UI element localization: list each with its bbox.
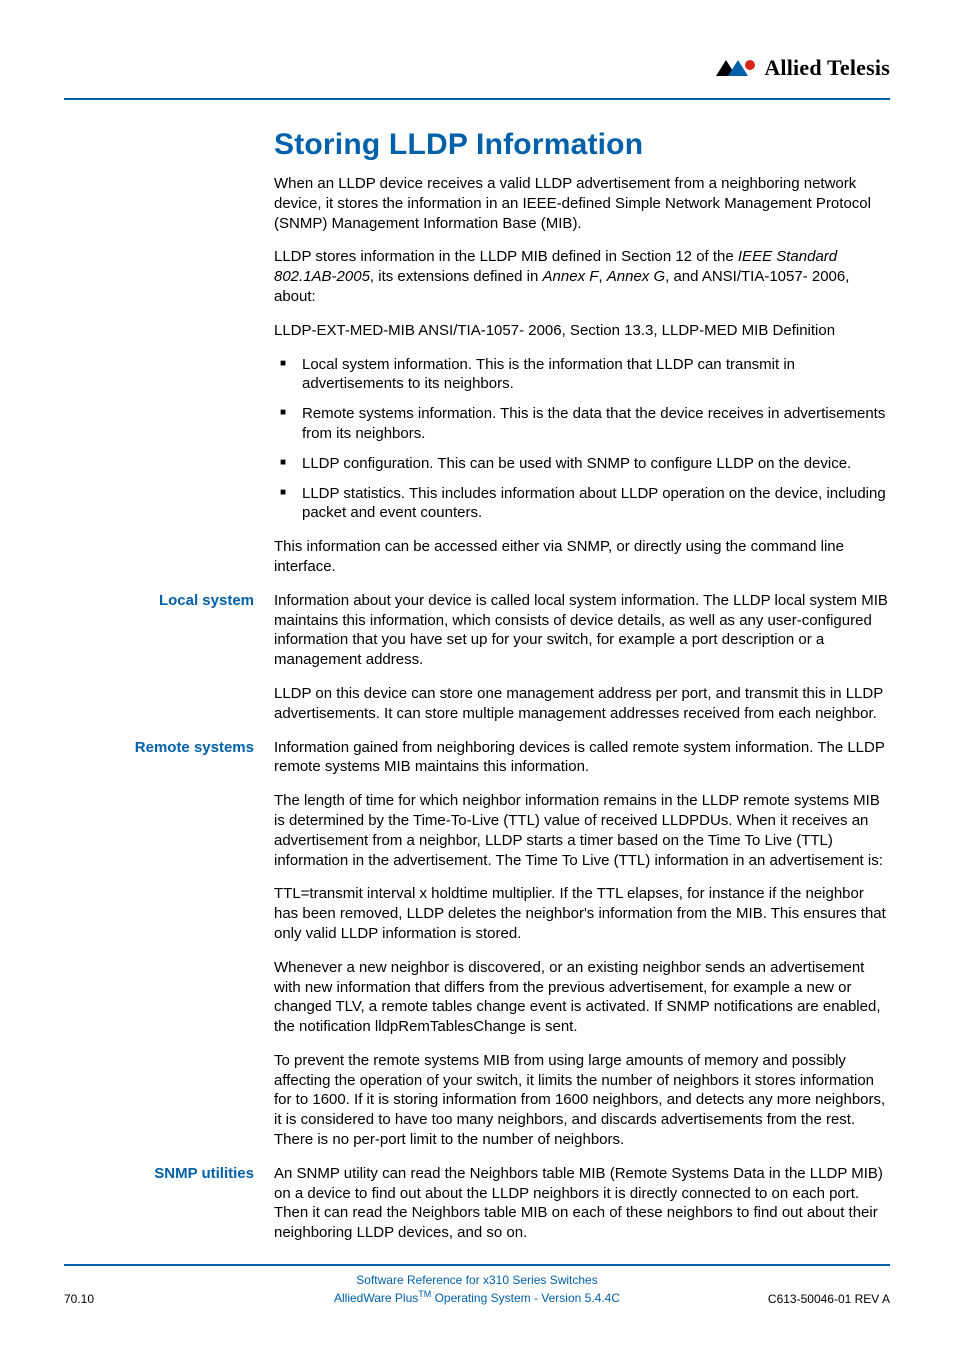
intro-para-1: When an LLDP device receives a valid LLD… [274, 174, 890, 233]
section-label-local: Local system [64, 591, 264, 611]
remote-para-3: TTL=transmit interval x holdtime multipl… [274, 884, 890, 943]
page: Allied Telesis Storing LLDP Information … [0, 0, 954, 1350]
brand-name: Allied Telesis [764, 55, 890, 81]
header-logo-row: Allied Telesis [64, 44, 890, 92]
snmp-para-1: An SNMP utility can read the Neighbors t… [274, 1164, 890, 1243]
bullet-list: Local system information. This is the in… [274, 355, 890, 524]
list-item: LLDP configuration. This can be used wit… [274, 454, 890, 474]
tm-mark: TM [418, 1289, 431, 1299]
remote-para-1: Information gained from neighboring devi… [274, 738, 890, 778]
remote-para-4: Whenever a new neighbor is discovered, o… [274, 958, 890, 1037]
intro-para-3: LLDP-EXT-MED-MIB ANSI/TIA-1057- 2006, Se… [274, 321, 890, 341]
intro-para-2: LLDP stores information in the LLDP MIB … [274, 247, 890, 306]
local-para-2: LLDP on this device can store one manage… [274, 684, 890, 724]
page-footer: 70.10 Software Reference for x310 Series… [64, 1264, 890, 1306]
page-title: Storing LLDP Information [274, 128, 890, 162]
body-column: When an LLDP device receives a valid LLD… [274, 174, 890, 1243]
section-label-remote: Remote systems [64, 738, 264, 758]
footer-version: Operating System - Version 5.4.4C [431, 1291, 620, 1305]
run: , [598, 268, 606, 285]
after-bullets-para: This information can be accessed either … [274, 537, 890, 577]
footer-row: 70.10 Software Reference for x310 Series… [64, 1272, 890, 1306]
run: Annex G [607, 268, 665, 285]
footer-product: AlliedWare Plus [334, 1291, 418, 1305]
list-item: Local system information. This is the in… [274, 355, 890, 395]
section-snmp: SNMP utilities An SNMP utility can read … [274, 1164, 890, 1243]
run: LLDP stores information in the LLDP MIB … [274, 248, 738, 265]
footer-line-1: Software Reference for x310 Series Switc… [224, 1272, 730, 1288]
list-item: LLDP statistics. This includes informati… [274, 484, 890, 524]
list-item: Remote systems information. This is the … [274, 404, 890, 444]
footer-line-2: AlliedWare PlusTM Operating System - Ver… [224, 1288, 730, 1306]
section-label-snmp: SNMP utilities [64, 1164, 264, 1184]
brand-mark-icon [714, 56, 758, 80]
section-local: Local system Information about your devi… [274, 591, 890, 724]
footer-doc-rev: C613-50046-01 REV A [730, 1292, 890, 1306]
footer-center: Software Reference for x310 Series Switc… [224, 1272, 730, 1306]
remote-para-2: The length of time for which neighbor in… [274, 791, 890, 870]
remote-para-5: To prevent the remote systems MIB from u… [274, 1051, 890, 1150]
run: , its extensions defined in [370, 268, 543, 285]
run: Annex F [543, 268, 599, 285]
local-para-1: Information about your device is called … [274, 591, 890, 670]
section-remote: Remote systems Information gained from n… [274, 738, 890, 1150]
header-rule [64, 98, 890, 100]
footer-page-number: 70.10 [64, 1292, 224, 1306]
brand-logo: Allied Telesis [714, 55, 890, 81]
footer-rule [64, 1264, 890, 1266]
